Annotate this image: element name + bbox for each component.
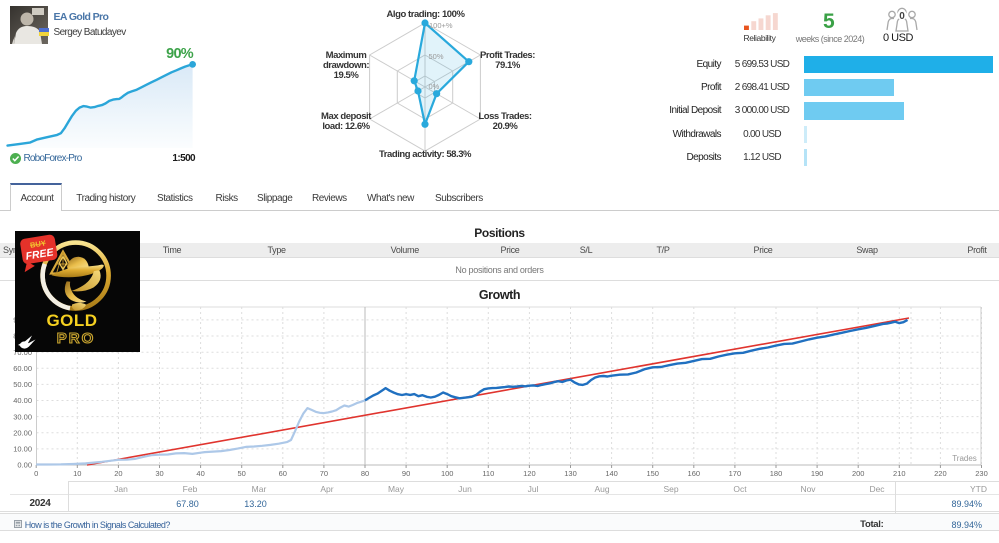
svg-text:90: 90 [402, 469, 410, 478]
svg-text:150: 150 [646, 469, 659, 478]
svg-text:40: 40 [196, 469, 204, 478]
svg-text:130: 130 [564, 469, 577, 478]
svg-text:100: 100 [441, 469, 454, 478]
svg-text:0.00: 0.00 [17, 461, 32, 470]
svg-text:40.00: 40.00 [13, 396, 32, 405]
svg-text:50.00: 50.00 [13, 380, 32, 389]
svg-text:30.00: 30.00 [13, 412, 32, 421]
svg-text:220: 220 [934, 469, 947, 478]
svg-text:120: 120 [523, 469, 536, 478]
svg-text:10.00: 10.00 [13, 445, 32, 454]
svg-text:210: 210 [893, 469, 906, 478]
svg-text:BUY: BUY [29, 238, 46, 249]
svg-text:20.00: 20.00 [13, 429, 32, 438]
svg-text:Trades: Trades [952, 454, 977, 463]
svg-text:0: 0 [899, 11, 905, 22]
svg-text:170: 170 [729, 469, 742, 478]
svg-text:70.00: 70.00 [13, 348, 32, 357]
svg-text:80: 80 [361, 469, 369, 478]
svg-text:0%: 0% [429, 82, 440, 91]
svg-text:190: 190 [811, 469, 824, 478]
svg-text:100+%: 100+% [429, 21, 453, 30]
svg-text:30: 30 [155, 469, 163, 478]
svg-text:140: 140 [605, 469, 618, 478]
svg-text:50: 50 [238, 469, 246, 478]
svg-text:10: 10 [73, 469, 81, 478]
svg-text:230: 230 [975, 469, 988, 478]
svg-text:FREE: FREE [25, 246, 56, 262]
svg-text:0: 0 [34, 469, 38, 478]
svg-text:GOLD: GOLD [46, 311, 97, 330]
svg-text:60.00: 60.00 [13, 364, 32, 373]
svg-text:160: 160 [688, 469, 701, 478]
svg-text:70: 70 [320, 469, 328, 478]
svg-text:110: 110 [482, 469, 494, 478]
svg-text:PRO: PRO [57, 330, 96, 347]
svg-text:60: 60 [279, 469, 287, 478]
svg-text:50%: 50% [429, 52, 444, 61]
svg-text:20: 20 [114, 469, 122, 478]
svg-text:180: 180 [770, 469, 783, 478]
svg-text:200: 200 [852, 469, 865, 478]
